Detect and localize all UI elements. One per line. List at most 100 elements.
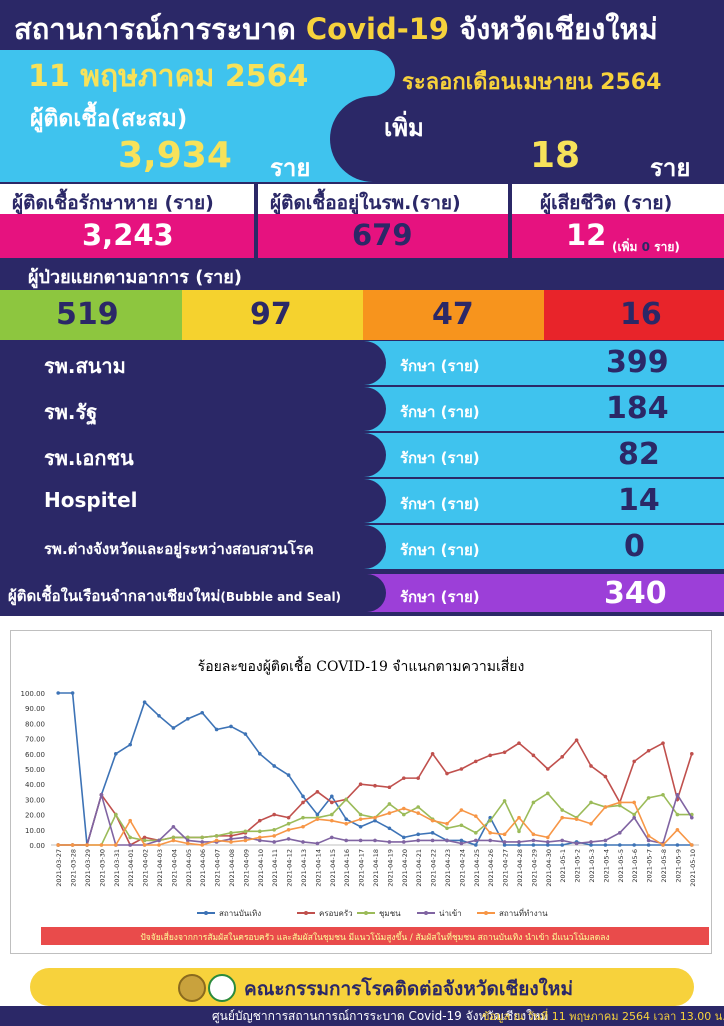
data-point bbox=[430, 831, 435, 835]
legend-marker bbox=[304, 911, 308, 915]
data-point bbox=[272, 812, 277, 817]
x-tick-label: 2021-04-04 bbox=[170, 849, 178, 887]
data-point bbox=[646, 843, 651, 847]
x-tick-label: 2021-04-30 bbox=[545, 849, 553, 887]
data-point bbox=[618, 803, 622, 808]
data-point bbox=[459, 808, 464, 812]
cumulative-label: ผู้ติดเชื้อ(สะสม) bbox=[30, 106, 188, 132]
data-point bbox=[546, 767, 550, 771]
data-point bbox=[387, 802, 392, 806]
hospital-name: รพ.เอกชน bbox=[44, 446, 134, 470]
in-hospital-value: 679 bbox=[352, 218, 413, 252]
y-tick-label: 50.00 bbox=[25, 766, 45, 774]
y-tick-label: 80.00 bbox=[25, 720, 45, 728]
data-point bbox=[690, 843, 694, 847]
data-point bbox=[574, 817, 579, 821]
deaths-label: ผู้เสียชีวิต (ราย) bbox=[540, 192, 673, 214]
data-point bbox=[589, 843, 593, 847]
data-point bbox=[229, 724, 233, 729]
data-point bbox=[128, 742, 132, 747]
data-point bbox=[445, 826, 449, 831]
date-banner bbox=[0, 50, 395, 96]
data-point bbox=[531, 843, 536, 847]
data-point bbox=[315, 812, 320, 817]
data-point bbox=[243, 732, 248, 736]
data-point bbox=[344, 817, 349, 821]
x-tick-label: 2021-05-8 bbox=[660, 849, 668, 883]
deaths-increase-note: (เพิ่ม 0 ราย) bbox=[612, 240, 680, 254]
data-point bbox=[445, 771, 449, 776]
y-tick-label: 60.00 bbox=[25, 751, 45, 759]
recovered-label: ผู้ติดเชื้อรักษาหาย (ราย) bbox=[12, 192, 214, 214]
data-point bbox=[474, 838, 478, 843]
data-point bbox=[488, 831, 493, 835]
data-point bbox=[330, 818, 334, 823]
x-tick-label: 2021-04-18 bbox=[372, 849, 380, 887]
page-title: สถานการณ์การระบาด Covid-19 จังหวัดเชียงใ… bbox=[14, 12, 658, 46]
data-point bbox=[560, 838, 564, 843]
chart-note: ปัจจัยเสี่ยงจากการสัมผัสในครอบครัว และสั… bbox=[140, 931, 609, 943]
data-point bbox=[502, 799, 507, 803]
data-point bbox=[243, 838, 248, 843]
data-point bbox=[157, 838, 161, 843]
severity-red-value: 16 bbox=[620, 297, 662, 332]
x-tick-label: 2021-04-01 bbox=[127, 849, 135, 887]
deaths-header bbox=[512, 184, 724, 214]
hospital-name: รพ.รัฐ bbox=[44, 400, 98, 424]
x-tick-label: 2021-04-16 bbox=[343, 849, 351, 887]
x-tick-label: 2021-04-05 bbox=[185, 849, 193, 887]
data-point bbox=[589, 800, 593, 805]
health-ministry-logo-icon bbox=[208, 974, 236, 1002]
x-tick-label: 2021-03-29 bbox=[84, 849, 92, 887]
x-tick-label: 2021-04-28 bbox=[516, 849, 524, 887]
severity-red bbox=[544, 290, 724, 340]
legend-label: ครอบครัว bbox=[319, 909, 353, 918]
data-point bbox=[517, 840, 521, 844]
hospital-name: Hospitel bbox=[44, 488, 138, 512]
data-point bbox=[243, 835, 248, 840]
y-tick-label: 70.00 bbox=[25, 736, 45, 744]
data-point bbox=[171, 726, 176, 730]
x-tick-label: 2021-04-15 bbox=[329, 849, 337, 887]
x-tick-label: 2021-04-08 bbox=[228, 849, 236, 887]
data-point bbox=[646, 796, 651, 800]
data-point bbox=[474, 814, 478, 818]
data-point bbox=[142, 835, 147, 840]
legend-marker bbox=[364, 911, 368, 915]
data-point bbox=[142, 700, 147, 704]
data-point bbox=[315, 841, 320, 846]
data-point bbox=[272, 840, 277, 844]
y-tick-label: 20.00 bbox=[25, 812, 45, 820]
x-tick-label: 2021-04-23 bbox=[444, 849, 452, 887]
data-point bbox=[531, 838, 536, 843]
hospital-treat-label: รักษา (ราย) bbox=[400, 403, 480, 421]
x-tick-label: 2021-04-17 bbox=[358, 849, 366, 887]
hospital-treat-label: รักษา (ราย) bbox=[400, 357, 480, 375]
hospital-value: 399 bbox=[606, 345, 669, 380]
wave-label: ระลอกเดือนเมษายน 2564 bbox=[402, 70, 662, 95]
data-point bbox=[603, 838, 608, 843]
x-tick-label: 2021-04-22 bbox=[430, 849, 438, 887]
data-point bbox=[214, 838, 219, 843]
data-point bbox=[531, 832, 536, 837]
x-tick-label: 2021-05-10 bbox=[689, 849, 697, 887]
data-point bbox=[560, 755, 564, 759]
data-point bbox=[560, 808, 564, 812]
data-point bbox=[517, 829, 521, 834]
increase-label: เพิ่ม bbox=[384, 114, 424, 142]
data-point bbox=[330, 835, 334, 840]
data-point bbox=[618, 800, 622, 805]
data-point bbox=[488, 818, 493, 823]
bubble-value: 340 bbox=[604, 576, 667, 611]
x-tick-label: 2021-04-26 bbox=[487, 849, 495, 887]
data-point bbox=[560, 843, 564, 847]
data-point bbox=[445, 821, 449, 826]
x-tick-label: 2021-04-03 bbox=[156, 849, 164, 887]
data-point bbox=[186, 717, 190, 721]
data-point bbox=[286, 837, 291, 841]
title-highlight: Covid-19 bbox=[305, 12, 450, 46]
x-tick-label: 2021-03-30 bbox=[98, 849, 106, 887]
in-hospital-header bbox=[258, 184, 508, 214]
data-point bbox=[531, 753, 536, 758]
data-point bbox=[546, 791, 550, 796]
